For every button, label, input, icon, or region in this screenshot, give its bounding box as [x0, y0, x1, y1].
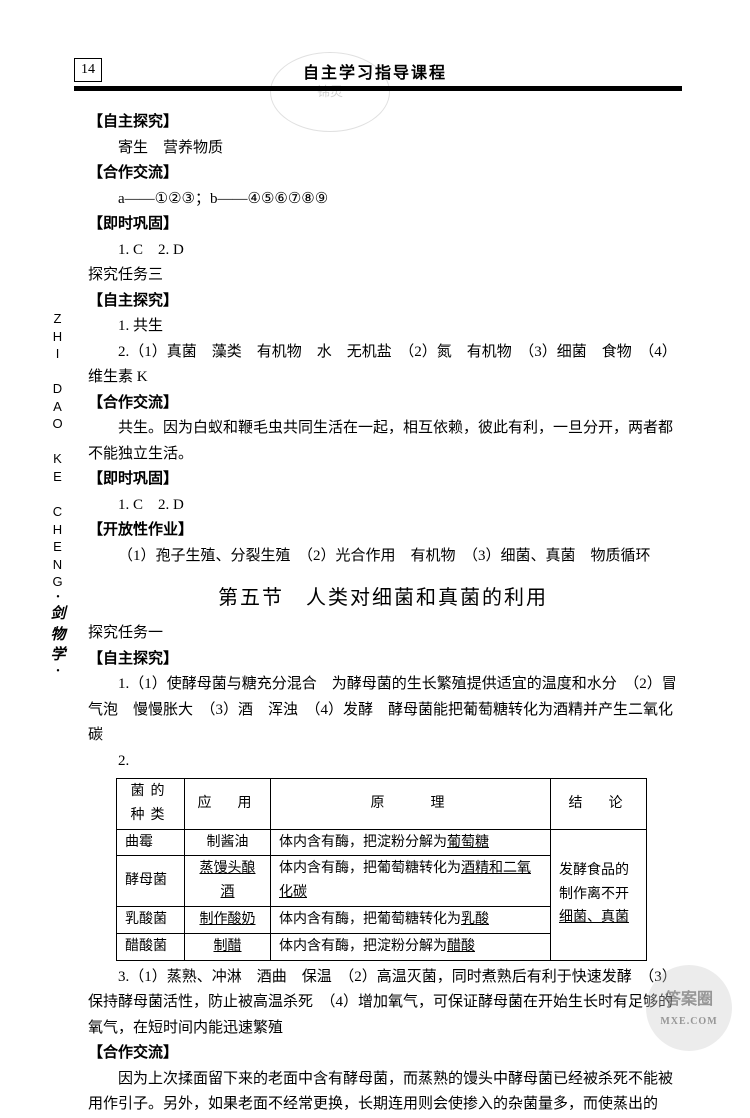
side-pinyin-char: E — [45, 538, 71, 556]
table-cell: 乳酸菌 — [117, 906, 185, 933]
line: 探究任务一 — [88, 621, 678, 647]
side-pinyin-char — [45, 485, 71, 503]
bracket-heading: 【合作交流】 — [88, 161, 678, 187]
bracket-heading: 【自主探究】 — [88, 110, 678, 136]
side-pinyin-char: D — [45, 380, 71, 398]
paragraph: 1. C 2. D — [88, 238, 678, 264]
table-cell: 酵母菌 — [117, 856, 185, 907]
side-dot: • — [45, 591, 71, 605]
side-pinyin-char: I — [45, 345, 71, 363]
side-pinyin-char: K — [45, 450, 71, 468]
content-body: 【自主探究】寄生 营养物质【合作交流】a——①②③；b——④⑤⑥⑦⑧⑨【即时巩固… — [88, 110, 678, 1118]
side-cn-char: 剑 — [45, 604, 71, 624]
side-cn-char: 学 — [45, 645, 71, 665]
paragraph: 1. 共生 — [88, 314, 678, 340]
side-pinyin-char: H — [45, 521, 71, 539]
section-title: 第五节 人类对细菌和真菌的利用 — [88, 581, 678, 615]
table-header-cell: 原 理 — [271, 779, 551, 830]
paragraph: 寄生 营养物质 — [88, 136, 678, 162]
watermark-badge: 答案圈 MXE.COM — [646, 965, 732, 1051]
bracket-heading: 【即时巩固】 — [88, 467, 678, 493]
watermark-main: 答案圈 — [665, 986, 713, 1013]
bracket-heading: 【自主探究】 — [88, 647, 678, 673]
table-cell: 体内含有酶，把葡萄糖转化为乳酸 — [271, 906, 551, 933]
side-cn-char: 物 — [45, 625, 71, 645]
side-vertical-label: ZHI DAO KE CHENG•剑物学• — [45, 310, 71, 679]
table-cell: 体内含有酶，把葡萄糖转化为酒精和二氧化碳 — [271, 856, 551, 907]
watermark-sub: MXE.COM — [660, 1013, 717, 1030]
bracket-heading: 【开放性作业】 — [88, 518, 678, 544]
paragraph: （1）孢子生殖、分裂生殖 （2）光合作用 有机物 （3）细菌、真菌 物质循环 — [88, 544, 678, 570]
table-row: 曲霉制酱油体内含有酶，把淀粉分解为葡萄糖发酵食品的制作离不开细菌、真菌 — [117, 829, 647, 856]
table-cell: 蒸馒头酿酒 — [185, 856, 271, 907]
table-header-cell: 菌的种类 — [117, 779, 185, 830]
paragraph: 1. C 2. D — [88, 493, 678, 519]
paragraph: 共生。因为白蚁和鞭毛虫共同生活在一起，相互依赖，彼此有利，一旦分开，两者都不能独… — [88, 416, 678, 467]
paragraph: 因为上次揉面留下来的老面中含有酵母菌，而蒸熟的馒头中酵母菌已经被杀死不能被用作引… — [88, 1067, 678, 1118]
table-header-row: 菌的种类应 用原 理结 论 — [117, 779, 647, 830]
side-pinyin-char: O — [45, 415, 71, 433]
side-pinyin-char — [45, 433, 71, 451]
side-pinyin-char: H — [45, 328, 71, 346]
paragraph: 2.（1）真菌 藻类 有机物 水 无机盐 （2）氮 有机物 （3）细菌 食物 （… — [88, 340, 678, 391]
header-rule — [74, 86, 682, 91]
paragraph: 2. — [88, 749, 678, 775]
side-pinyin-char: E — [45, 468, 71, 486]
side-pinyin-char: Z — [45, 310, 71, 328]
table-cell: 体内含有酶，把淀粉分解为葡萄糖 — [271, 829, 551, 856]
page-title: 自主学习指导课程 — [0, 60, 750, 87]
table-conclusion-cell: 发酵食品的制作离不开细菌、真菌 — [551, 829, 647, 960]
table-header-cell: 结 论 — [551, 779, 647, 830]
side-pinyin-char: A — [45, 398, 71, 416]
table-cell: 制醋 — [185, 933, 271, 960]
table-cell: 曲霉 — [117, 829, 185, 856]
table-header-cell: 应 用 — [185, 779, 271, 830]
bracket-heading: 【合作交流】 — [88, 391, 678, 417]
side-pinyin-char: G — [45, 573, 71, 591]
line: 探究任务三 — [88, 263, 678, 289]
fermentation-table: 菌的种类应 用原 理结 论曲霉制酱油体内含有酶，把淀粉分解为葡萄糖发酵食品的制作… — [116, 778, 647, 961]
table-cell: 体内含有酶，把淀粉分解为醋酸 — [271, 933, 551, 960]
paragraph: a——①②③；b——④⑤⑥⑦⑧⑨ — [88, 187, 678, 213]
bracket-heading: 【即时巩固】 — [88, 212, 678, 238]
table-cell: 制酱油 — [185, 829, 271, 856]
paragraph: 1.（1）使酵母菌与糖充分混合 为酵母菌的生长繁殖提供适宜的温度和水分 （2）冒… — [88, 672, 678, 749]
table-cell: 制作酸奶 — [185, 906, 271, 933]
side-pinyin-char: C — [45, 503, 71, 521]
table-cell: 醋酸菌 — [117, 933, 185, 960]
bracket-heading: 【合作交流】 — [88, 1041, 678, 1067]
bracket-heading: 【自主探究】 — [88, 289, 678, 315]
side-pinyin-char — [45, 363, 71, 381]
side-pinyin-char: N — [45, 556, 71, 574]
paragraph: 3.（1）蒸熟、冲淋 酒曲 保温 （2）高温灭菌，同时煮熟后有利于快速发酵 （3… — [88, 965, 678, 1042]
side-dot: • — [45, 665, 71, 679]
